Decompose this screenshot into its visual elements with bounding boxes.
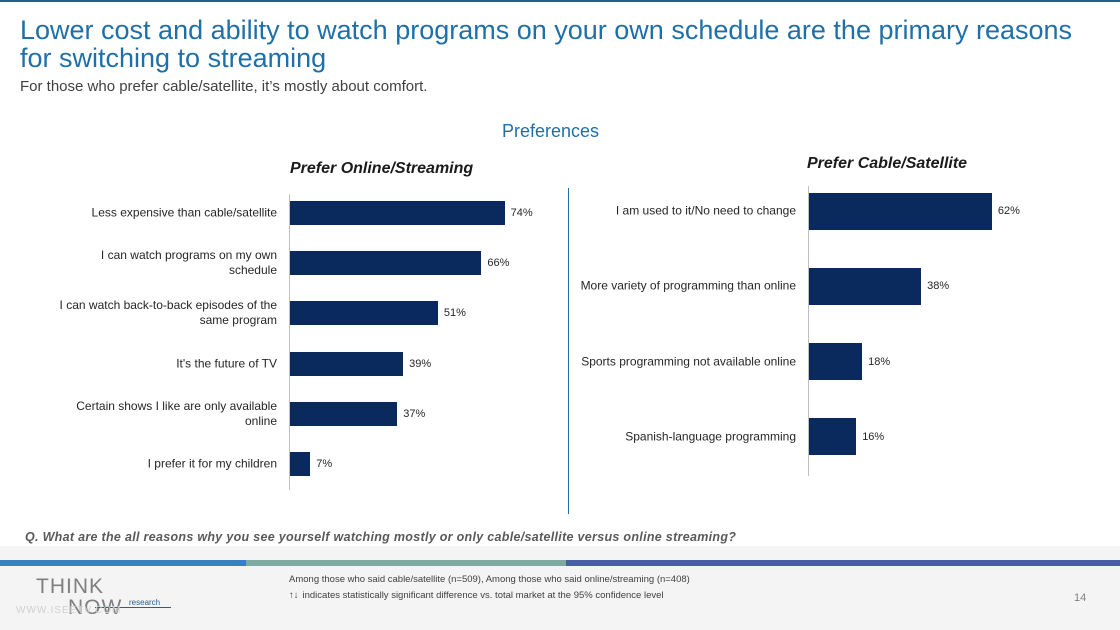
streaming-value-label: 74%	[510, 207, 533, 219]
cable-category-label: Spanish-language programming	[625, 429, 796, 444]
section-title: Preferences	[501, 121, 600, 141]
cable-category-label: Sports programming not available online	[581, 354, 796, 369]
streaming-value-label: 37%	[403, 407, 426, 420]
streaming-value-label: 7%	[316, 458, 333, 470]
streaming-value-label: 39%	[409, 357, 432, 370]
streaming-bar	[290, 351, 404, 376]
footer-stripe-blue	[0, 560, 246, 566]
streaming-category-label: I prefer it for my children	[147, 456, 277, 471]
streaming-bar	[290, 251, 482, 276]
cable-category-label: I am used to it/No need to change	[615, 203, 796, 218]
streaming-value-label: 51%	[443, 307, 466, 320]
streaming-bar	[290, 452, 311, 476]
left-chart-title: Prefer Online/Streaming	[290, 160, 474, 177]
logo-research-text: research	[129, 598, 161, 607]
streaming-bar	[290, 301, 438, 326]
cable-value-label: 16%	[862, 430, 885, 443]
significance-arrows-icon: ↑↓	[289, 590, 299, 601]
cable-bar	[809, 192, 992, 230]
cable-value-label: 62%	[997, 205, 1020, 217]
streaming-category-label: Less expensive than cable/satellite	[91, 205, 277, 220]
logo-now-text: NOW	[68, 596, 123, 619]
cable-category-label: More variety of programming than online	[580, 278, 796, 293]
watermark-url: WWW.ISEETV.COM	[16, 605, 122, 616]
footnote-sample: Among those who said cable/satellite (n=…	[289, 574, 690, 585]
streaming-category-label: It's the future of TV	[176, 356, 277, 371]
cable-value-label: 18%	[868, 355, 891, 368]
logo-think-text: THINK	[36, 575, 104, 598]
cable-bar	[809, 267, 922, 305]
footer-stripe-navy	[566, 560, 1120, 566]
page-number: 14	[1074, 592, 1087, 604]
slide-title: Lower cost and ability to watch programs…	[20, 15, 1073, 73]
cable-bar	[809, 418, 857, 456]
streaming-category-label: I can watch programs on my own schedule	[100, 248, 277, 278]
footnote-significance: ↑↓ indicates statistically significant di…	[289, 590, 664, 601]
cable-bar	[809, 343, 863, 381]
streaming-category-axis	[289, 194, 290, 490]
streaming-value-label: 66%	[487, 257, 510, 270]
streaming-bar	[290, 201, 505, 225]
slide-subtitle: For those who prefer cable/satellite, it…	[20, 78, 428, 95]
streaming-category-label: I can watch back-to-back episodes of the…	[59, 298, 277, 328]
survey-question: Q. What are the all reasons why you see …	[25, 530, 737, 544]
panel-divider	[568, 188, 569, 514]
thinknow-logo: THINK NOW research WWW.ISEETV.COM	[16, 572, 178, 624]
footnote-significance-text: indicates statistically significant diff…	[302, 590, 664, 601]
streaming-category-label: Certain shows I like are only available …	[76, 398, 277, 428]
cable-category-axis	[808, 186, 809, 476]
logo-underline	[95, 607, 171, 608]
footer-stripe-teal	[246, 560, 566, 566]
streaming-bar	[290, 401, 398, 426]
right-chart-title: Prefer Cable/Satellite	[807, 155, 968, 172]
cable-value-label: 38%	[927, 280, 950, 293]
top-rule	[0, 0, 1120, 2]
